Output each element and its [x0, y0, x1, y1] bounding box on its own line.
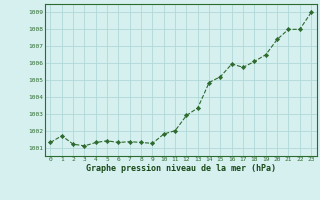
X-axis label: Graphe pression niveau de la mer (hPa): Graphe pression niveau de la mer (hPa): [86, 164, 276, 173]
